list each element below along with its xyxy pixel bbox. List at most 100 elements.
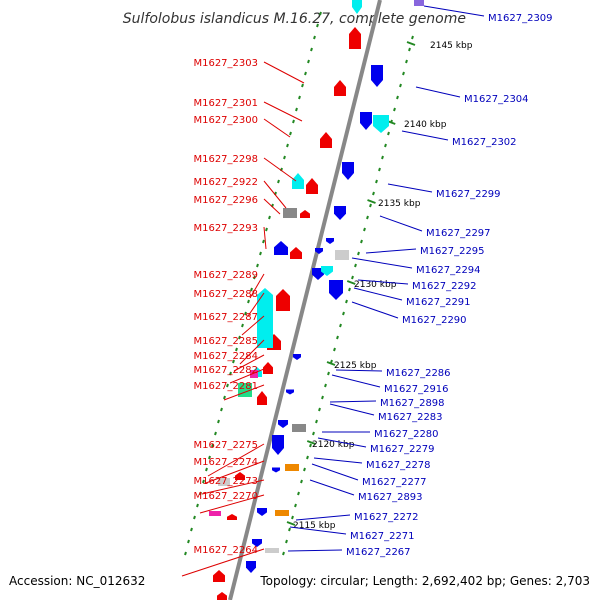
leader-line xyxy=(233,354,265,372)
tick-mark xyxy=(244,311,247,316)
gene-box xyxy=(218,478,230,486)
tick-mark xyxy=(333,347,336,352)
gene-arrow xyxy=(213,570,225,582)
leader-line xyxy=(353,287,403,301)
gene-label-left: M1627_2284 xyxy=(193,351,258,362)
tick-mark xyxy=(187,539,190,544)
tick-mark xyxy=(345,299,348,304)
tick-mark xyxy=(265,227,268,232)
tick-mark xyxy=(247,299,250,304)
gene-label-right: M1627_2286 xyxy=(386,368,451,379)
leader-line xyxy=(379,215,423,232)
gene-label-right: M1627_2292 xyxy=(412,281,477,292)
leader-line xyxy=(309,479,355,496)
leader-line xyxy=(357,279,409,285)
tick-mark xyxy=(384,143,387,148)
gene-arrow xyxy=(306,178,318,194)
gene-label-right: M1627_2916 xyxy=(384,384,449,395)
gene-label-right: M1627_2302 xyxy=(452,137,517,148)
gene-label-left: M1627_2273 xyxy=(193,476,258,487)
leader-line xyxy=(263,61,305,84)
tick-mark xyxy=(319,11,322,16)
gene-arrow xyxy=(278,420,288,428)
gene-arrow xyxy=(272,467,280,473)
scale-tick xyxy=(306,440,316,445)
gene-arrow xyxy=(292,173,304,189)
gene-box xyxy=(283,208,297,218)
gene-label-right: M1627_2304 xyxy=(464,94,529,105)
tick-mark xyxy=(220,407,223,412)
gene-arrow xyxy=(329,280,343,300)
tick-mark xyxy=(205,467,208,472)
scale-tick xyxy=(367,199,376,204)
tick-mark xyxy=(294,503,297,508)
scale-label: 2120 kbp xyxy=(312,440,355,450)
gene-label-left: M1627_2275 xyxy=(193,440,258,451)
gene-label-right: M1627_2898 xyxy=(380,398,445,409)
gene-label-left: M1627_2287 xyxy=(193,312,258,323)
tick-mark xyxy=(408,47,411,52)
scale-label: 2135 kbp xyxy=(378,199,421,209)
tick-mark xyxy=(324,383,327,388)
tick-mark xyxy=(399,83,402,88)
tick-mark xyxy=(357,251,360,256)
gene-arrow xyxy=(326,238,334,244)
leader-line xyxy=(365,248,417,254)
leader-line xyxy=(387,183,433,193)
gene-arrow xyxy=(227,514,237,520)
scale-label: 2115 kbp xyxy=(293,521,336,531)
gene-label-right: M1627_2295 xyxy=(420,246,485,257)
tick-mark xyxy=(354,263,357,268)
gene-arrow xyxy=(290,247,302,259)
tick-mark xyxy=(229,371,232,376)
gene-label-right: M1627_2290 xyxy=(402,315,467,326)
tick-mark xyxy=(208,455,211,460)
gene-arrow xyxy=(293,354,301,360)
tick-mark xyxy=(301,83,304,88)
tick-mark xyxy=(256,263,259,268)
tick-mark xyxy=(289,131,292,136)
leader-line xyxy=(241,315,265,336)
genome-summary: Topology: circular; Length: 2,692,402 bp… xyxy=(259,574,590,588)
gene-arrow xyxy=(235,472,245,480)
leader-line xyxy=(181,548,265,577)
tick-mark xyxy=(259,251,262,256)
gene-arrow xyxy=(373,115,389,133)
gene-arrow xyxy=(315,248,323,254)
gene-label-left: M1627_2285 xyxy=(193,336,258,347)
tick-mark xyxy=(214,431,217,436)
gene-box xyxy=(285,464,299,471)
tick-mark xyxy=(199,491,202,496)
gene-label-left: M1627_2282 xyxy=(193,365,258,376)
tick-mark xyxy=(369,203,372,208)
gene-box xyxy=(292,424,306,432)
leader-line xyxy=(423,5,485,17)
gene-label-right: M1627_2893 xyxy=(358,492,423,503)
leader-line xyxy=(287,549,343,552)
gene-label-left: M1627_2301 xyxy=(193,98,258,109)
gene-label-right: M1627_2271 xyxy=(350,531,415,542)
tick-mark xyxy=(327,371,330,376)
gene-label-right: M1627_2278 xyxy=(366,460,431,471)
leader-line xyxy=(263,118,291,138)
gene-arrow xyxy=(300,210,310,218)
gene-arrow xyxy=(342,162,354,180)
gene-arrow xyxy=(257,288,273,348)
leader-line xyxy=(401,130,449,141)
tick-mark xyxy=(292,119,295,124)
tick-mark xyxy=(184,551,187,556)
tick-mark xyxy=(306,455,309,460)
tick-mark xyxy=(196,503,199,508)
leader-line xyxy=(331,374,381,388)
gene-label-left: M1627_2289 xyxy=(193,270,258,281)
tick-mark xyxy=(300,479,303,484)
tick-mark xyxy=(253,275,256,280)
gene-label-left: M1627_2264 xyxy=(193,545,258,556)
tick-mark xyxy=(217,419,220,424)
tick-mark xyxy=(312,431,315,436)
gene-label-left: M1627_2270 xyxy=(193,491,258,502)
leader-line xyxy=(311,463,359,481)
leader-line xyxy=(313,457,363,464)
